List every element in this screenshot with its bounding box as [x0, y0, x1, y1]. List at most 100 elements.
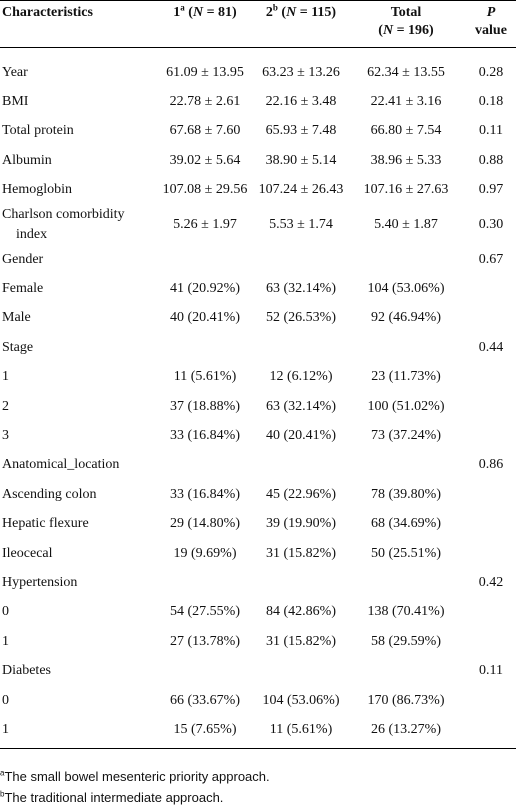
value-cell: 73 (37.24%) [371, 427, 441, 443]
row-label-cell: 0 [0, 598, 154, 627]
header-cell: Total (N = 196) [346, 1, 466, 48]
empty-cell [154, 656, 256, 685]
value-cell: 50 (25.51%) [371, 545, 441, 561]
value-cell: 104 (53.06%) [367, 281, 445, 297]
empty-cell [466, 421, 516, 450]
row-label-cell: Hemoglobin [0, 176, 154, 205]
value-cell: 31 (15.82%) [266, 545, 336, 561]
row-label: 1 [2, 369, 9, 385]
table-row: Ascending colon 33 (16.84%) 45 (22.96%) 78 … [0, 480, 516, 509]
value-cell: 84 (42.86%) [266, 604, 336, 620]
row-label-cell: Total protein [0, 117, 154, 146]
row-label: 0 [2, 692, 9, 708]
table-row: Hypertension 0.42 [0, 568, 516, 597]
table-row: Female 41 (20.92%) 63 (32.14%) 104 (53.06%) [0, 274, 516, 303]
empty-cell [256, 451, 346, 480]
p-value-cell: 0.44 [478, 339, 504, 355]
row-label-cell: Year [0, 48, 154, 88]
value-cell: 29 (14.80%) [170, 516, 240, 532]
p-value-cell: 0.97 [478, 182, 504, 198]
footnote-mark: a [0, 768, 5, 778]
table-row: Stage 0.44 [0, 333, 516, 362]
value-cell: 23 (11.73%) [371, 369, 441, 385]
table-row: Year 61.09 ± 13.95 63.23 ± 13.26 62.34 ± 13… [0, 48, 516, 88]
table-row: 1 15 (7.65%) 11 (5.61%) 26 (13.27%) [0, 715, 516, 749]
table-row: Male 40 (20.41%) 52 (26.53%) 92 (46.94%) [0, 304, 516, 333]
table-row: 0 54 (27.55%) 84 (42.86%) 138 (70.41%) [0, 598, 516, 627]
row-label-cell: Charlson comorbidity index [0, 205, 154, 245]
row-label-cell: Stage [0, 333, 154, 362]
value-cell: 66 (33.67%) [170, 692, 240, 708]
header-cell: 1a (N = 81) [154, 1, 256, 48]
value-cell: 39 (19.90%) [266, 516, 336, 532]
p-value-cell: 0.88 [478, 152, 504, 168]
table-row: Albumin 39.02 ± 5.64 38.90 ± 5.14 38.96 ± 5… [0, 146, 516, 175]
table-row: 3 33 (16.84%) 40 (20.41%) 73 (37.24%) [0, 421, 516, 450]
empty-cell [346, 451, 466, 480]
row-label: Hemoglobin [2, 182, 72, 198]
row-label: Diabetes [2, 663, 51, 679]
footnote: aThe small bowel mesenteric priority app… [0, 766, 270, 787]
header-row: Characteristics 1a (N = 81) 2b (N = 115)… [0, 0, 516, 48]
row-label-cell: Anatomical_location [0, 451, 154, 480]
value-cell: 45 (22.96%) [266, 486, 336, 502]
header-cell: 2b (N = 115) [256, 1, 346, 48]
table-row: 1 27 (13.78%) 31 (15.82%) 58 (29.59%) [0, 627, 516, 656]
table-row: Diabetes 0.11 [0, 656, 516, 685]
row-label: Ascending colon [2, 486, 97, 502]
empty-cell [256, 245, 346, 274]
value-cell: 11 (5.61%) [173, 369, 237, 385]
empty-cell [346, 656, 466, 685]
table-row: 0 66 (33.67%) 104 (53.06%) 170 (86.73%) [0, 686, 516, 715]
footnote: bThe traditional intermediate approach. [0, 787, 270, 808]
row-label-cell: Hypertension [0, 568, 154, 597]
empty-cell [466, 304, 516, 333]
value-cell: 38.90 ± 5.14 [265, 152, 337, 168]
p-value-cell: 0.30 [478, 216, 504, 232]
table-row: Total protein 67.68 ± 7.60 65.93 ± 7.48 66.… [0, 117, 516, 146]
row-label: Hypertension [2, 574, 78, 590]
empty-cell [154, 451, 256, 480]
row-label-cell: Ileocecal [0, 539, 154, 568]
value-cell: 92 (46.94%) [371, 310, 441, 326]
footnote-mark: b [272, 2, 278, 13]
empty-cell [256, 656, 346, 685]
value-cell: 37 (18.88%) [170, 398, 240, 414]
row-label-cell: Ascending colon [0, 480, 154, 509]
row-label-cell: 0 [0, 686, 154, 715]
footnote-text: The traditional intermediate approach. [4, 790, 224, 805]
empty-cell [466, 715, 516, 748]
value-cell: 22.78 ± 2.61 [169, 94, 241, 110]
value-cell: 22.16 ± 3.48 [265, 94, 337, 110]
empty-cell [466, 627, 516, 656]
value-cell: 15 (7.65%) [173, 721, 237, 737]
value-cell: 170 (86.73%) [367, 692, 445, 708]
empty-cell [346, 333, 466, 362]
empty-cell [154, 245, 256, 274]
p-value-cell: 0.18 [478, 94, 504, 110]
p-value-cell: 0.28 [478, 64, 504, 80]
row-label: Total protein [2, 123, 74, 139]
header-text: 2 [265, 5, 273, 20]
row-label-cell: 2 [0, 392, 154, 421]
empty-cell [466, 598, 516, 627]
value-cell: 39.02 ± 5.64 [169, 152, 241, 168]
header-text: N [382, 23, 394, 38]
row-label: Female [2, 281, 44, 297]
value-cell: 100 (51.02%) [367, 398, 445, 414]
value-cell: 52 (26.53%) [266, 310, 336, 326]
empty-cell [154, 333, 256, 362]
value-cell: 5.26 ± 1.97 [173, 216, 237, 232]
row-label-cell: Albumin [0, 146, 154, 175]
value-cell: 54 (27.55%) [170, 604, 240, 620]
row-label-cell: 1 [0, 715, 154, 748]
footnote-mark: b [0, 789, 5, 799]
value-cell: 5.40 ± 1.87 [374, 216, 438, 232]
row-label-cell: 3 [0, 421, 154, 450]
value-cell: 66.80 ± 7.54 [370, 123, 442, 139]
value-cell: 33 (16.84%) [170, 427, 240, 443]
table-row: 2 37 (18.88%) 63 (32.14%) 100 (51.02%) [0, 392, 516, 421]
value-cell: 62.34 ± 13.55 [367, 64, 445, 80]
value-cell: 78 (39.80%) [371, 486, 441, 502]
